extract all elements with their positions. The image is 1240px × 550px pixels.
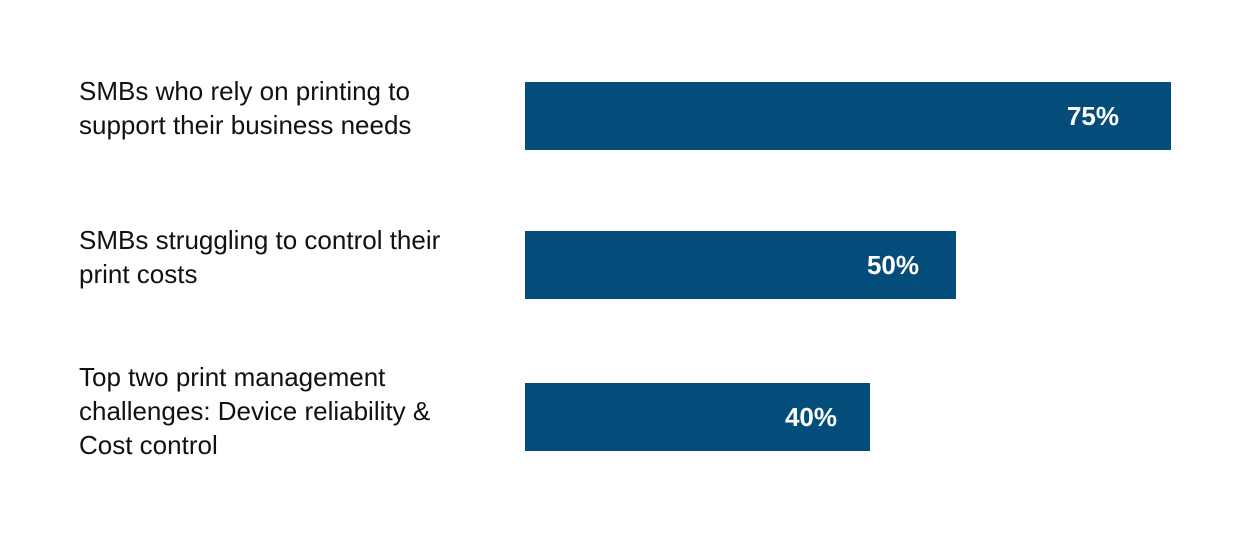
bar: 50%	[525, 231, 956, 299]
value-label: 40%	[784, 402, 837, 432]
bar: 40%	[525, 383, 870, 451]
category-label: SMBs struggling to control their print c…	[79, 225, 441, 289]
bar: 75%	[525, 82, 1171, 150]
category-label: SMBs who rely on printing to support the…	[79, 76, 412, 140]
value-label: 50%	[866, 250, 919, 280]
category-label: Top two print management challenges: Dev…	[79, 362, 431, 460]
value-label: 75%	[1066, 101, 1119, 131]
